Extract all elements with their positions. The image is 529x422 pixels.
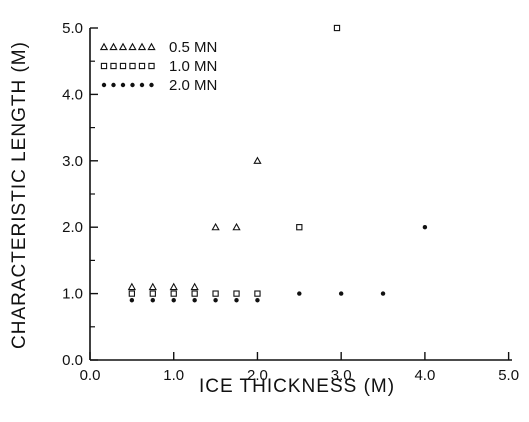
legend-marker-triangle: [118, 42, 128, 51]
x-tick-label: 0.0: [80, 367, 101, 384]
legend-marker-dot: [130, 82, 135, 88]
y-tick-label: 4.0: [62, 86, 83, 103]
legend-marker-triangle: [109, 42, 118, 51]
point-square: [212, 290, 219, 297]
x-tick-label: 4.0: [414, 367, 435, 384]
point-triangle: [127, 282, 136, 291]
axes: [89, 28, 512, 361]
point-dot: [213, 298, 218, 303]
legend-marker-square: [119, 62, 127, 70]
legend-label: 1.0 MN: [169, 58, 217, 75]
y-tick-label: 0.0: [62, 352, 83, 369]
point-dot: [192, 298, 197, 303]
y-tick-label: 5.0: [62, 20, 83, 37]
legend: 0.5 MN 1.0 MN 2.0 MN: [99, 39, 217, 94]
y-tick-label: 1.0: [62, 286, 83, 303]
point-dot: [338, 291, 344, 296]
y-tick-label: 3.0: [62, 153, 83, 170]
point-dot: [234, 298, 239, 303]
tick-labels: 0.0 1.0 2.0 3.0 4.0 5.0 0.0 1.0 2.0 3.0 4.0 5.0: [62, 20, 519, 384]
point-dot: [150, 298, 155, 303]
point-square: [191, 290, 198, 297]
legend-marker-dot: [111, 82, 116, 88]
point-triangle: [211, 222, 220, 231]
point-dot: [297, 291, 302, 296]
legend-marker-triangle: [99, 42, 109, 51]
legend-marker-dot: [139, 82, 145, 88]
ticks: [89, 27, 510, 361]
legend-label: 0.5 MN: [169, 39, 217, 56]
point-square: [254, 290, 261, 297]
point-square: [149, 290, 156, 297]
point-dot: [255, 298, 260, 303]
legend-marker-square: [129, 62, 136, 70]
legend-marker-dot: [101, 82, 107, 88]
legend-marker-dot: [149, 82, 154, 88]
point-dot: [129, 298, 135, 303]
legend-marker-triangle: [137, 42, 147, 51]
point-triangle: [190, 282, 199, 291]
y-axis-title: CHARACTERISTIC LENGTH (M): [9, 41, 30, 349]
point-square: [170, 290, 177, 297]
point-triangle: [232, 222, 241, 231]
point-triangle: [148, 282, 157, 291]
legend-marker-dot: [120, 82, 126, 88]
point-triangle: [253, 156, 262, 164]
legend-label: 2.0 MN: [169, 77, 217, 94]
x-tick-label: 5.0: [498, 367, 519, 384]
point-dot: [422, 225, 428, 230]
point-square: [128, 290, 136, 297]
data-points: [127, 24, 428, 303]
point-dot: [380, 291, 386, 296]
legend-marker-triangle: [128, 42, 137, 51]
point-square: [296, 224, 303, 231]
point-triangle: [169, 282, 178, 291]
point-square: [333, 24, 341, 32]
point-dot: [171, 298, 176, 303]
x-axis-title: ICE THICKNESS (M): [199, 376, 395, 397]
legend-marker-square: [138, 62, 146, 70]
x-tick-label: 2.0: [247, 367, 268, 384]
y-tick-label: 2.0: [62, 219, 83, 236]
x-tick-label: 1.0: [163, 367, 184, 384]
point-square: [233, 290, 240, 297]
legend-marker-triangle: [147, 42, 156, 51]
legend-marker-square: [148, 62, 155, 70]
legend-marker-square: [100, 62, 108, 70]
legend-marker-square: [110, 62, 117, 70]
x-tick-label: 3.0: [331, 367, 352, 384]
